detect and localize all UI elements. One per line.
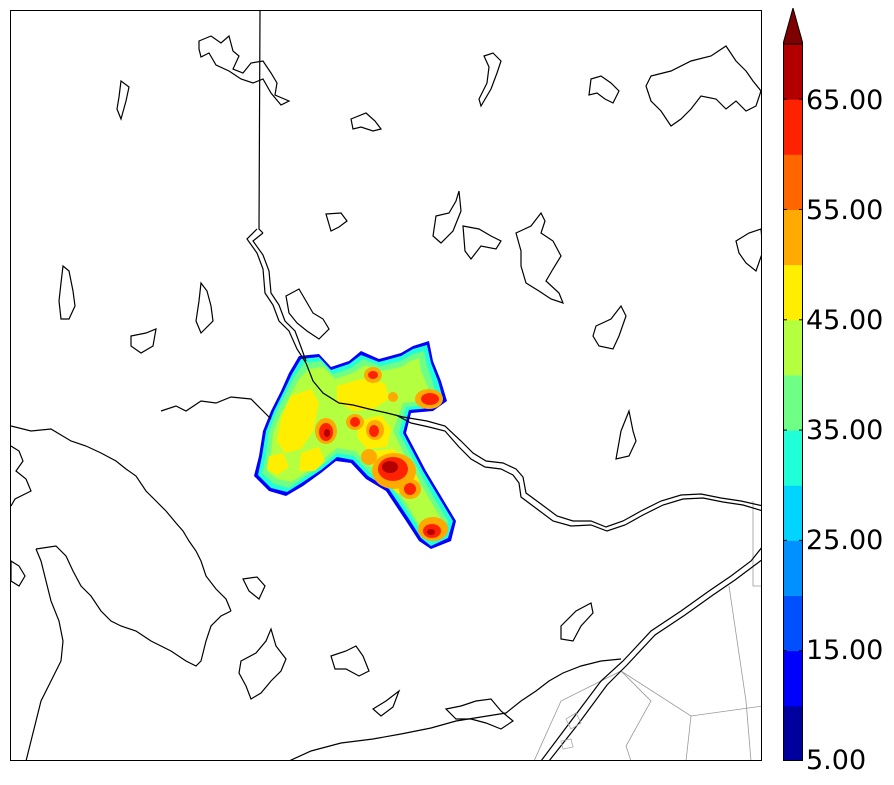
lake: [645, 45, 761, 127]
colorbar-tick-label: 5.00: [806, 745, 867, 776]
colorbar-tick-label: 65.00: [806, 85, 884, 116]
lake: [444, 698, 515, 730]
colorbar-bin: [783, 595, 803, 652]
lake: [195, 281, 214, 335]
lake: [592, 304, 627, 350]
colorbar: [783, 8, 803, 761]
lake: [432, 190, 462, 244]
lake: [238, 627, 287, 700]
lake: [615, 408, 637, 460]
precip-field: [254, 341, 456, 549]
lakes: [11, 34, 761, 730]
admin-boundaries: [534, 501, 761, 760]
colorbar-bin: [783, 319, 803, 376]
lake: [242, 576, 266, 600]
map-canvas: [11, 11, 761, 760]
lake: [116, 79, 130, 121]
colorbar-bin: [783, 374, 803, 431]
colorbar-tick-label: 35.00: [806, 415, 884, 446]
lake: [735, 228, 761, 272]
lake: [130, 328, 157, 354]
colorbar-bin: [783, 540, 803, 597]
lake: [371, 689, 401, 717]
borders-rivers: [11, 11, 761, 760]
lake: [325, 212, 348, 232]
precip-field-peak-darkred: [324, 429, 435, 535]
lake: [462, 225, 502, 260]
colorbar-tick-label: 25.00: [806, 525, 884, 556]
small-lakes-grey: [560, 712, 582, 750]
lake: [11, 560, 26, 587]
lake: [515, 211, 565, 304]
lake: [198, 34, 291, 106]
colorbar-bin: [783, 264, 803, 321]
colorbar-tick-label: 55.00: [806, 195, 884, 226]
colorbar-tick-label: 15.00: [806, 635, 884, 666]
colorbar-tick-label: 45.00: [806, 305, 884, 336]
colorbar-bin: [783, 209, 803, 266]
colorbar-bin: [783, 650, 803, 707]
lake: [58, 264, 76, 320]
colorbar-bin: [783, 99, 803, 155]
colorbar-bin: [783, 44, 803, 100]
map-panel: [10, 10, 762, 761]
lake: [478, 52, 502, 108]
lake: [285, 288, 330, 340]
lake: [588, 75, 620, 104]
colorbar-bin: [783, 154, 803, 210]
colorbar-extend-triangle: [783, 8, 803, 45]
lake: [350, 112, 383, 132]
colorbar-outline: [783, 43, 803, 761]
lake: [560, 602, 594, 642]
lake: [330, 645, 370, 677]
colorbar-bin: [783, 430, 803, 486]
colorbar-bin: [783, 485, 803, 541]
colorbar-bin: [783, 705, 803, 761]
